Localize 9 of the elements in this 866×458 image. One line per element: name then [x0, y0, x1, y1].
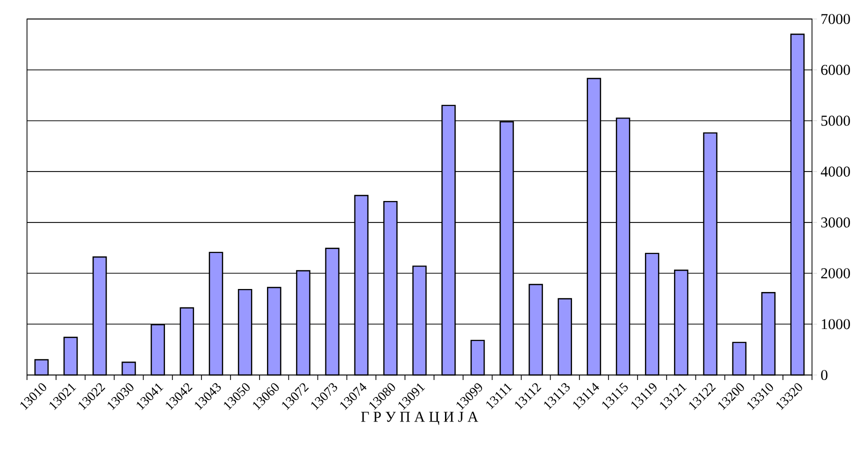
- y-tick-label: 3000: [821, 217, 850, 228]
- y-tick-label: 2000: [821, 268, 850, 278]
- y-tick-label: 7000: [822, 14, 850, 24]
- y-tick-label: 4000: [820, 166, 850, 177]
- y-tick-label: 1000: [822, 319, 850, 330]
- y-tick-label: 6000: [821, 64, 850, 75]
- x-axis-title: Г Р У П А Ц И Ј А: [361, 412, 478, 425]
- y-tick-label: 5000: [821, 116, 850, 126]
- y-tick-label: 0: [821, 370, 828, 380]
